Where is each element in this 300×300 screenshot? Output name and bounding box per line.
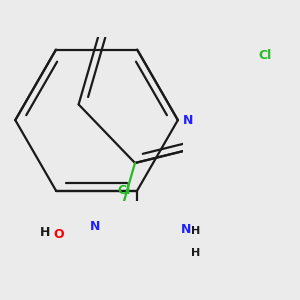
Text: N: N bbox=[90, 220, 100, 233]
Text: N: N bbox=[183, 114, 193, 127]
Text: Cl: Cl bbox=[258, 49, 271, 62]
Text: Cl: Cl bbox=[117, 184, 130, 197]
Text: H: H bbox=[191, 226, 200, 236]
Text: N: N bbox=[181, 223, 191, 236]
Text: H: H bbox=[191, 248, 200, 258]
Text: H: H bbox=[40, 226, 50, 239]
Text: O: O bbox=[53, 228, 64, 241]
